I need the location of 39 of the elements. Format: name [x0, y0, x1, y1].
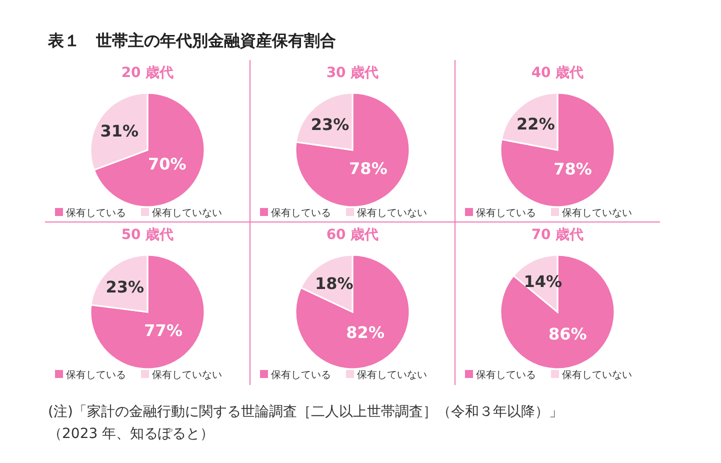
data-label: 78% [349, 159, 388, 178]
data-label: 23% [310, 115, 350, 134]
pie-slice [93, 92, 206, 208]
data-label: 23% [106, 277, 144, 296]
data-label: 31% [100, 122, 139, 141]
text: （2023 年、知るぽると） [48, 426, 214, 442]
legend-label: 保有している [66, 369, 126, 381]
data-label: 77% [144, 320, 182, 340]
data-label: 14% [524, 272, 562, 292]
pie-slice [294, 254, 410, 370]
legend-label: 保有していない [357, 207, 427, 219]
legend-label: 保有している [271, 369, 331, 381]
pie-slice [90, 254, 206, 370]
legend-label: 保有している [66, 207, 126, 219]
legend-label: 保有している [476, 207, 536, 219]
data-label: 18% [315, 274, 354, 294]
legend-label: 保有していない [152, 369, 222, 381]
text: 表１ 世帯主の年代別金融資産保有割合 [47, 31, 336, 50]
legend-label: 保有していない [562, 369, 632, 381]
pie-slice [500, 254, 616, 370]
chart-title: 70 歳代 [531, 227, 584, 243]
pie-slice [500, 92, 616, 208]
text: (注)「家計の金融行動に関する世論調査［二人以上世帯調査］（令和３年以降）」 [48, 404, 563, 420]
legend-label: 保有している [271, 207, 331, 219]
chart-title: 50 歳代 [121, 227, 174, 243]
chart-title: 60 歳代 [326, 227, 379, 243]
data-label: 82% [346, 323, 384, 342]
data-label: 78% [554, 159, 592, 178]
data-label: 86% [548, 324, 587, 344]
chart-title: 40 歳代 [531, 65, 584, 81]
data-label: 22% [516, 114, 555, 134]
legend-label: 保有していない [357, 369, 427, 381]
chart-title: 30 歳代 [326, 65, 379, 81]
data-label: 70% [148, 154, 186, 174]
legend-label: 保有していない [562, 207, 632, 219]
pie-slice [294, 92, 410, 208]
legend-label: 保有している [476, 369, 536, 381]
legend-label: 保有していない [152, 207, 222, 219]
chart-title: 20 歳代 [121, 65, 174, 81]
